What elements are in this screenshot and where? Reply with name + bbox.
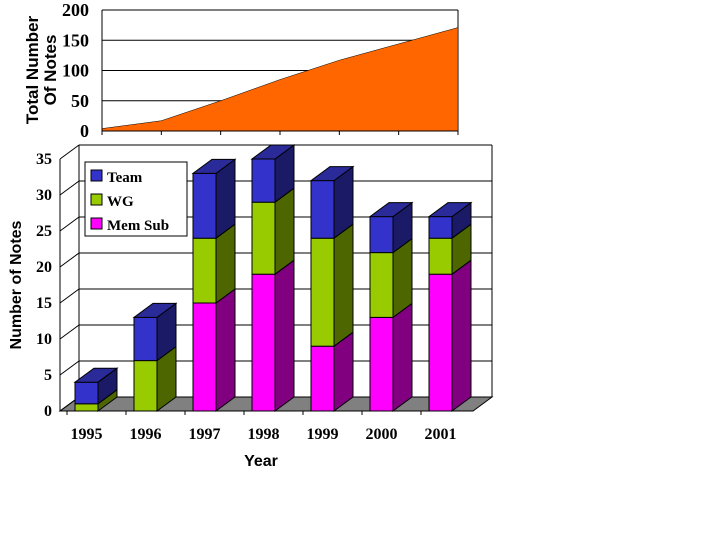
- x-tick-label-1997: 1997: [189, 426, 221, 443]
- legend-swatch-team: [90, 169, 103, 182]
- bar-side-mem-sub-1997: [215, 288, 236, 412]
- bar-top-1996: [132, 302, 178, 318]
- x-tick-label-1999: 1999: [307, 426, 339, 443]
- bar-segment-wg-1998: [251, 201, 276, 275]
- legend-label-team: Team: [107, 170, 143, 186]
- y-tick-label: 35: [36, 151, 52, 168]
- y-tick-label: 25: [36, 223, 52, 240]
- y-tick-label: 150: [62, 30, 89, 50]
- bar-segment-mem-sub-1999: [310, 345, 335, 412]
- y-tick-label: 20: [36, 259, 52, 276]
- bar-stack-1999: [309, 165, 355, 412]
- y-tick-label: 15: [36, 295, 52, 312]
- y-tick-label: 0: [80, 121, 89, 141]
- y-tick-label: 30: [36, 187, 52, 204]
- bar-top-1999: [309, 166, 355, 182]
- bar-side-mem-sub-1998: [274, 259, 295, 412]
- bar-stack-1997: [191, 158, 237, 412]
- bar-segment-wg-2001: [428, 237, 453, 275]
- y-axis-title: Number of Notes: [8, 220, 25, 349]
- x-tick-label-2001: 2001: [425, 426, 457, 443]
- y-tick-label: 100: [62, 61, 89, 81]
- bar-stack-1998: [250, 144, 296, 412]
- bar-segment-team-1995: [74, 381, 99, 405]
- bar-side-mem-sub-2000: [392, 302, 413, 412]
- y-tick-label: 0: [44, 403, 52, 420]
- bar-segment-team-1999: [310, 180, 335, 239]
- bar-side-mem-sub-2001: [451, 259, 472, 412]
- x-axis-title: Year: [244, 453, 278, 470]
- bar-segment-mem-sub-2000: [369, 316, 394, 412]
- bar-side-wg-1999: [333, 223, 354, 348]
- y-tick-diagonal: [59, 360, 80, 376]
- bar-stack-1996: [132, 302, 178, 412]
- bar-top-2001: [427, 202, 473, 218]
- legend-swatch-wg: [90, 193, 103, 206]
- bar-stack-1995: [73, 367, 119, 412]
- bar-top-1995: [73, 367, 119, 383]
- bar-segment-wg-1997: [192, 237, 217, 304]
- bar-stack-2000: [368, 201, 414, 412]
- bar-top-1997: [191, 158, 237, 174]
- bar-segment-team-1998: [251, 158, 276, 203]
- bar-segment-mem-sub-2001: [428, 273, 453, 412]
- y-tick-diagonal: [59, 180, 80, 196]
- y-tick-diagonal: [59, 288, 80, 304]
- y-tick-label: 200: [62, 0, 89, 20]
- y-tick-diagonal: [59, 216, 80, 232]
- x-tick-label-1996: 1996: [130, 426, 162, 443]
- bar-top-2000: [368, 202, 414, 218]
- bar-top-1998: [250, 144, 296, 160]
- bar-stack-2001: [427, 201, 473, 412]
- x-tick-label-1998: 1998: [248, 426, 280, 443]
- area-series: [101, 27, 459, 132]
- y-tick-diagonal: [59, 252, 80, 268]
- bar-side-wg-1998: [274, 187, 295, 276]
- y-tick-diagonal: [59, 324, 80, 340]
- legend-label-wg: WG: [107, 194, 134, 210]
- legend: Team WG Mem Sub: [84, 161, 188, 237]
- top-y-axis-title-line2: Of Notes: [41, 35, 60, 106]
- bar-segment-wg-1999: [310, 237, 335, 347]
- bar-segment-wg-1995: [74, 403, 99, 412]
- y-tick-label: 50: [71, 91, 89, 111]
- x-tick-label-1995: 1995: [71, 426, 103, 443]
- y-tick-label: 10: [36, 331, 52, 348]
- x-tick-label-2000: 2000: [366, 426, 398, 443]
- bar-segment-wg-1996: [133, 360, 158, 412]
- top-y-axis-title-line1: Total Number: [23, 15, 42, 124]
- bar-segment-team-2000: [369, 216, 394, 254]
- legend-label-mem-sub: Mem Sub: [107, 218, 169, 234]
- bar-segment-team-1996: [133, 316, 158, 362]
- legend-swatch-mem-sub: [90, 217, 103, 230]
- bar-segment-wg-2000: [369, 252, 394, 318]
- bar-segment-mem-sub-1997: [192, 302, 217, 412]
- bar-segment-team-1997: [192, 172, 217, 239]
- y-tick-label: 5: [44, 367, 52, 384]
- bar-segment-team-2001: [428, 216, 453, 239]
- bar-segment-mem-sub-1998: [251, 273, 276, 412]
- y-tick-diagonal: [59, 144, 80, 160]
